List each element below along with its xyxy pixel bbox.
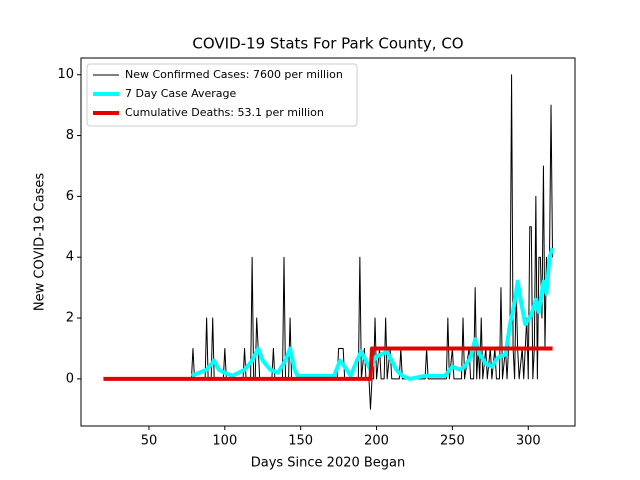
y-tick-label: 2: [66, 311, 74, 326]
legend-box: [86, 63, 358, 127]
y-tick-label: 4: [66, 250, 74, 265]
y-tick-label: 6: [66, 189, 74, 204]
plot-frame: [80, 57, 576, 427]
x-axis-label: Days Since 2020 Began: [251, 456, 406, 471]
legend-label: New Confirmed Cases: 7600 per million: [125, 68, 343, 81]
y-axis-label: New COVID-19 Cases: [33, 173, 48, 311]
chart-title: COVID-19 Stats For Park County, CO: [192, 35, 463, 53]
legend-label: Cumulative Deaths: 53.1 per million: [125, 106, 324, 119]
plot-area: [103, 74, 555, 410]
y-tick-label: 0: [66, 371, 74, 386]
x-tick-label: 300: [516, 434, 541, 449]
legend: New Confirmed Cases: 7600 per million 7 D…: [86, 63, 358, 127]
series-line: [190, 247, 555, 381]
y-tick-label: 10: [57, 67, 74, 82]
series-line: [103, 346, 553, 381]
x-tick-label: 50: [141, 434, 158, 449]
legend-label: 7 Day Case Average: [125, 87, 237, 100]
x-tick-label: 100: [212, 434, 237, 449]
x-tick-label: 200: [364, 434, 389, 449]
x-tick-label: 250: [440, 434, 465, 449]
series-line: [190, 74, 554, 410]
x-tick-label: 150: [288, 434, 313, 449]
y-tick-label: 8: [66, 128, 74, 143]
